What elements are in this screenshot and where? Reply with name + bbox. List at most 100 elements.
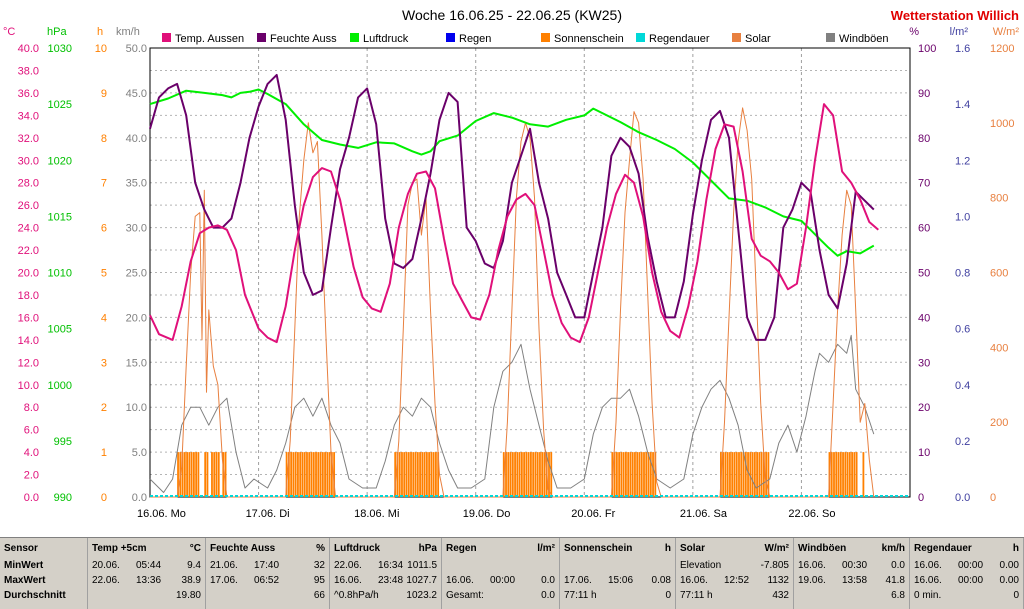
- x-tick-label: 16.06. Mo: [137, 508, 186, 520]
- sunshine-bar: [844, 452, 847, 497]
- sunshine-bar: [539, 452, 541, 497]
- sunshine-bar: [518, 452, 521, 497]
- stats-row: MaxWert: [4, 575, 83, 588]
- stats-cell: 66: [313, 590, 325, 601]
- axis-unit: %: [909, 26, 919, 38]
- sunshine-bar: [215, 452, 218, 497]
- stats-row: 16.06. 00:30 0.0: [798, 560, 905, 573]
- axis-unit: °C: [3, 26, 15, 38]
- tick-label: 26.0: [18, 200, 39, 212]
- sunshine-bar: [742, 452, 745, 497]
- sunshine-bar: [315, 452, 317, 497]
- sunshine-bar: [733, 452, 736, 497]
- sunshine-bar: [222, 452, 225, 497]
- legend-label: Regendauer: [649, 33, 710, 45]
- stats-cell: MinWert: [4, 560, 44, 571]
- sunshine-bar: [835, 452, 838, 497]
- sunshine-bar: [839, 452, 842, 497]
- stats-cell: 22.06.: [92, 575, 120, 586]
- weather-chart: Woche 16.06.25 - 22.06.25 (KW25) Wetters…: [3, 7, 1020, 520]
- brand-label: Wetterstation Willich: [891, 8, 1019, 23]
- stats-cell: 77:11 h: [564, 590, 597, 601]
- stats-row: 19.06. 13:58 41.8: [798, 575, 905, 588]
- stats-row: 6.8: [798, 590, 905, 603]
- sunshine-bar: [292, 452, 295, 497]
- stats-row: [564, 560, 671, 573]
- tick-label: 995: [54, 436, 72, 448]
- sunshine-bar: [297, 452, 299, 497]
- tick-label: 1025: [48, 99, 72, 111]
- stats-row: MinWert: [4, 560, 83, 573]
- tick-label: 36.0: [18, 88, 39, 100]
- sunshine-bar: [317, 452, 320, 497]
- sunshine-bar: [407, 452, 410, 497]
- stats-row: 22.06. 16:34 1011.5: [334, 560, 437, 573]
- sunshine-bar: [299, 452, 302, 497]
- axis-units: °C hPa h km/h% l/m² W/m²: [3, 26, 1019, 38]
- stats-cell: 38.9: [181, 575, 201, 586]
- sunshine-bar: [188, 452, 191, 497]
- stats-cell: Gesamt:: [446, 590, 484, 601]
- tick-label: 800: [990, 193, 1008, 205]
- sunshine-bar: [435, 452, 437, 497]
- sunshine-bar: [425, 452, 428, 497]
- tick-label: 22.0: [18, 245, 39, 257]
- tick-label: 20: [918, 402, 930, 414]
- sunshine-bar: [290, 452, 293, 497]
- sunshine-bar: [527, 452, 530, 497]
- sunshine-bar: [412, 452, 415, 497]
- stats-cell: 17.06.: [564, 575, 592, 586]
- stats-cell: 22.06.: [334, 560, 362, 571]
- sunshine-bar: [625, 452, 627, 497]
- stats-column: Feuchte Auss% 21.06. 17:40 32 17.06. 06:52 95 6…: [206, 538, 330, 609]
- sunshine-bar: [749, 452, 752, 497]
- sunshine-bar: [729, 452, 731, 497]
- stats-header: Sensor: [4, 543, 38, 554]
- stats-cell: 06:52: [254, 575, 280, 586]
- stats-unit: °C: [189, 543, 201, 554]
- axis-unit: h: [97, 26, 103, 38]
- sunshine-bar: [396, 452, 399, 497]
- sunshine-bar: [183, 452, 186, 497]
- stats-column: Sensor MinWert MaxWert Durchschnitt: [0, 538, 88, 609]
- tick-label: 90: [918, 88, 930, 100]
- legend-label: Temp. Aussen: [175, 33, 244, 45]
- tick-label: 30.0: [18, 155, 39, 167]
- sunshine-bar: [848, 452, 851, 497]
- tick-label: 70: [918, 178, 930, 190]
- grid: [149, 47, 911, 498]
- stats-cell: 0: [1013, 590, 1019, 601]
- tick-label: 40.0: [126, 133, 147, 145]
- sunshine-bar: [516, 452, 519, 497]
- sunshine-bar: [726, 452, 729, 497]
- stats-row: Gesamt: 0.0: [446, 590, 555, 603]
- stats-cell: 20.06.: [92, 560, 120, 571]
- sunshine-bar: [541, 452, 544, 497]
- tick-label: 1: [101, 447, 107, 459]
- tick-label: 35.0: [126, 178, 147, 190]
- x-axis: 16.06. Mo 17.06. Di 18.06. Mi 19.06. Do 20.0…: [137, 508, 836, 520]
- sunshine-bar: [211, 452, 213, 497]
- legend-swatch: [541, 33, 550, 42]
- sunshine-bar: [753, 452, 756, 497]
- tick-label: 45.0: [126, 88, 147, 100]
- tick-label: 3: [101, 357, 107, 369]
- stats-header: Sonnenschein h: [564, 543, 671, 554]
- tick-label: 20.0: [18, 268, 39, 280]
- x-tick-label: 19.06. Do: [463, 508, 511, 520]
- stats-header: Luftdruck hPa: [334, 543, 437, 554]
- tick-label: 1000: [48, 380, 72, 392]
- sunshine-bar: [758, 452, 761, 497]
- sunshine-bar: [437, 452, 440, 497]
- stats-cell: 16:34: [378, 560, 404, 571]
- tick-label: 6.0: [24, 425, 39, 437]
- tick-label: 50: [918, 268, 930, 280]
- stats-unit: %: [316, 543, 325, 554]
- tick-label: 0.8: [955, 268, 970, 280]
- sunshine-bar: [830, 452, 833, 497]
- series-line: [149, 103, 879, 344]
- stats-column: Solar W/m² Elevation -7.805 16.06. 12:52 1132 7…: [676, 538, 794, 609]
- tick-label: 30: [918, 357, 930, 369]
- stats-header: Temp +5cm °C: [92, 543, 201, 554]
- legend-label: Sonnenschein: [554, 33, 624, 45]
